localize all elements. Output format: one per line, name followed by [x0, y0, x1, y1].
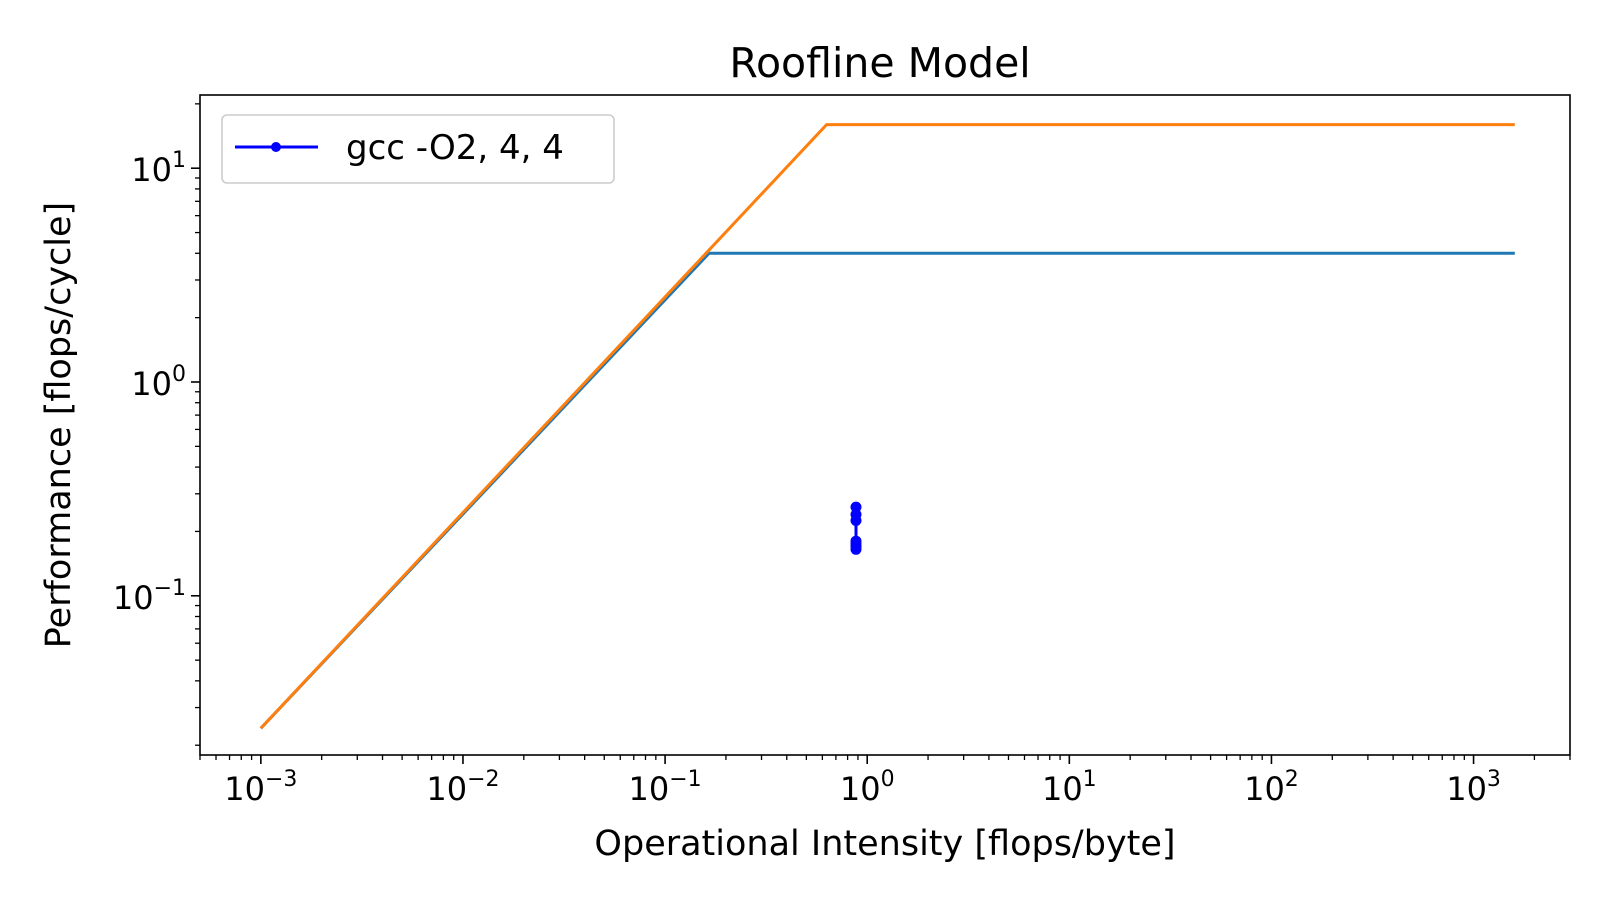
ticks-layer: 10−3 10−2 10−1 100 101 102 103 10−1 100 101 [113, 103, 1571, 808]
series-line-0 [259, 251, 1515, 730]
series-layer [259, 123, 1515, 730]
x-tick-label: 10−3 [224, 767, 297, 808]
y-tick-label: 10−1 [113, 576, 186, 617]
legend-marker-sample [271, 142, 281, 152]
x-tick-label: 10−2 [426, 767, 499, 808]
x-axis-label: Operational Intensity [flops/byte] [594, 824, 1175, 864]
legend-box [221, 114, 615, 184]
x-tick-label: 10−1 [629, 767, 702, 808]
plot-frame [199, 94, 1571, 756]
y-tick-label: 100 [131, 362, 186, 403]
data-point [850, 543, 862, 555]
chart-title: Roofline Model [729, 39, 1030, 87]
x-tick-label: 103 [1446, 767, 1501, 808]
data-point [850, 515, 862, 526]
y-axis-label: Performance [flops/cycle] [39, 202, 79, 648]
x-tick-label: 101 [1042, 767, 1097, 808]
x-tick-label: 102 [1244, 767, 1299, 808]
x-tick-label: 100 [840, 767, 895, 808]
series-line-1 [259, 123, 1515, 730]
legend-label: gcc -O2, 4, 4 [346, 128, 564, 168]
legend: gcc -O2, 4, 4 [221, 114, 615, 184]
y-tick-label: 101 [131, 148, 186, 189]
